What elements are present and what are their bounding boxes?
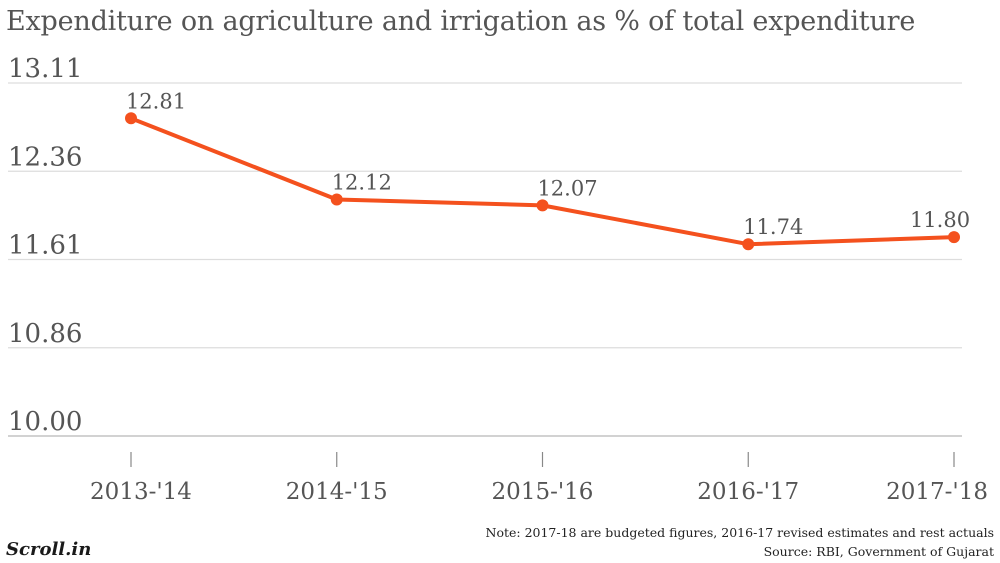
data-point	[948, 231, 960, 244]
data-point	[330, 193, 343, 206]
data-label: 11.74	[743, 215, 803, 239]
scroll-logo: Scroll.in	[6, 539, 92, 560]
y-tick-label: 10.00	[8, 407, 82, 437]
x-tick-label: 2013-'14	[90, 479, 192, 505]
data-point	[536, 199, 549, 212]
data-label: 12.12	[332, 170, 392, 194]
data-label: 11.80	[910, 208, 970, 232]
data-point	[125, 112, 137, 125]
data-labels: 12.81 12.12 12.07 11.74 11.80	[126, 89, 970, 239]
chart-note: Note: 2017-18 are budgeted figures, 2016…	[485, 525, 995, 540]
y-axis-tick-labels: 13.11 12.36 11.61 10.86 10.00	[8, 54, 82, 437]
data-points	[125, 112, 960, 251]
grid-lines	[8, 82, 962, 437]
chart-source: Source: RBI, Government of Gujarat	[763, 544, 994, 559]
x-axis-ticks: 2013-'14 2014-'15 2015-'16 2016-'17 2017-'18	[90, 452, 988, 505]
data-label: 12.81	[126, 89, 186, 113]
y-tick-label: 11.61	[8, 231, 82, 261]
x-tick-label: 2015-'16	[492, 479, 594, 505]
x-tick-label: 2014-'15	[286, 479, 388, 505]
x-tick-label: 2017-'18	[886, 479, 988, 505]
chart-title: Expenditure on agriculture and irrigatio…	[6, 6, 916, 37]
y-tick-label: 13.11	[8, 54, 82, 84]
data-label: 12.07	[537, 176, 597, 200]
y-tick-label: 10.86	[8, 319, 82, 349]
data-point	[742, 238, 755, 251]
x-tick-label: 2016-'17	[697, 479, 799, 505]
y-tick-label: 12.36	[8, 142, 82, 172]
